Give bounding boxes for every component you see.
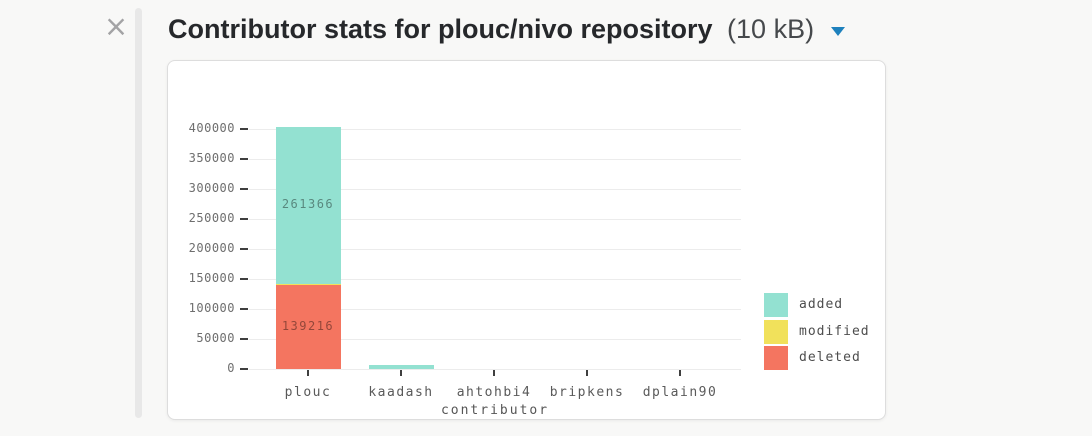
legend-swatch-added bbox=[764, 293, 788, 317]
legend-label-added: added bbox=[799, 297, 844, 312]
gridline bbox=[249, 129, 741, 130]
stacked-bar-chart: 0 50000 100000 150000 200000 250000 300000 3500… bbox=[168, 61, 883, 418]
y-axis-tick-label: 400000 bbox=[188, 121, 235, 135]
x-axis-tick bbox=[307, 370, 309, 376]
gridline bbox=[249, 189, 741, 190]
y-axis-tick-label: 150000 bbox=[188, 271, 235, 285]
x-axis-tick bbox=[400, 370, 402, 376]
gridline bbox=[249, 279, 741, 280]
x-axis-tick bbox=[586, 370, 588, 376]
bar-value-label: 261366 bbox=[281, 197, 335, 212]
file-size-label: (10 kB) bbox=[727, 14, 815, 44]
legend-swatch-modified bbox=[764, 319, 788, 344]
y-axis-tick-label: 250000 bbox=[188, 211, 235, 225]
y-axis-tick bbox=[240, 248, 248, 250]
attachment-border-bar bbox=[135, 8, 142, 418]
y-axis-tick-label: 350000 bbox=[188, 151, 235, 165]
gridline bbox=[249, 219, 741, 220]
y-axis-tick bbox=[240, 338, 248, 340]
bar-segment-added bbox=[368, 365, 434, 369]
y-axis-tick bbox=[240, 218, 248, 220]
x-axis-tick-label: dplain90 bbox=[642, 385, 718, 400]
gridline bbox=[249, 159, 741, 160]
y-axis-tick-label: 0 bbox=[227, 361, 235, 375]
x-axis-tick bbox=[493, 370, 495, 376]
gridline bbox=[249, 339, 741, 340]
chart-card: 0 50000 100000 150000 200000 250000 300000 3500… bbox=[167, 60, 886, 420]
caret-down-icon[interactable] bbox=[830, 27, 845, 36]
x-axis-tick-label: kaadash bbox=[368, 385, 434, 400]
bar-segment-deleted bbox=[275, 285, 341, 369]
y-axis-tick bbox=[240, 308, 248, 310]
y-axis-tick bbox=[240, 188, 248, 190]
x-axis-tick-label: bripkens bbox=[549, 385, 625, 400]
bar-segment-added bbox=[275, 126, 341, 284]
y-axis-tick bbox=[240, 278, 248, 280]
x-axis-tick-label: plouc bbox=[284, 385, 332, 400]
y-axis-tick-label: 300000 bbox=[188, 181, 235, 195]
gridline bbox=[249, 309, 741, 310]
y-axis-tick bbox=[240, 158, 248, 160]
gridline bbox=[249, 249, 741, 250]
x-axis-tick bbox=[679, 370, 681, 376]
y-axis-tick-label: 50000 bbox=[196, 331, 235, 345]
legend-swatch-deleted bbox=[764, 346, 788, 370]
legend-label-modified: modified bbox=[799, 323, 870, 339]
y-axis-tick-label: 100000 bbox=[188, 301, 235, 315]
y-axis-tick-label: 200000 bbox=[188, 241, 235, 255]
y-axis-tick bbox=[240, 128, 248, 130]
x-axis-tick-label: ahtohbi4 bbox=[456, 385, 532, 400]
y-axis-tick bbox=[240, 368, 248, 370]
bar-value-label: 139216 bbox=[281, 319, 335, 334]
file-title: Contributor stats for plouc/nivo reposit… bbox=[168, 14, 713, 44]
close-icon[interactable]: × bbox=[100, 10, 132, 42]
file-title-row: Contributor stats for plouc/nivo reposit… bbox=[168, 9, 845, 49]
gridline bbox=[249, 369, 741, 370]
legend-label-deleted: deleted bbox=[799, 350, 861, 365]
x-axis-title: contributor bbox=[440, 403, 550, 418]
bar-segment-modified bbox=[275, 283, 341, 286]
